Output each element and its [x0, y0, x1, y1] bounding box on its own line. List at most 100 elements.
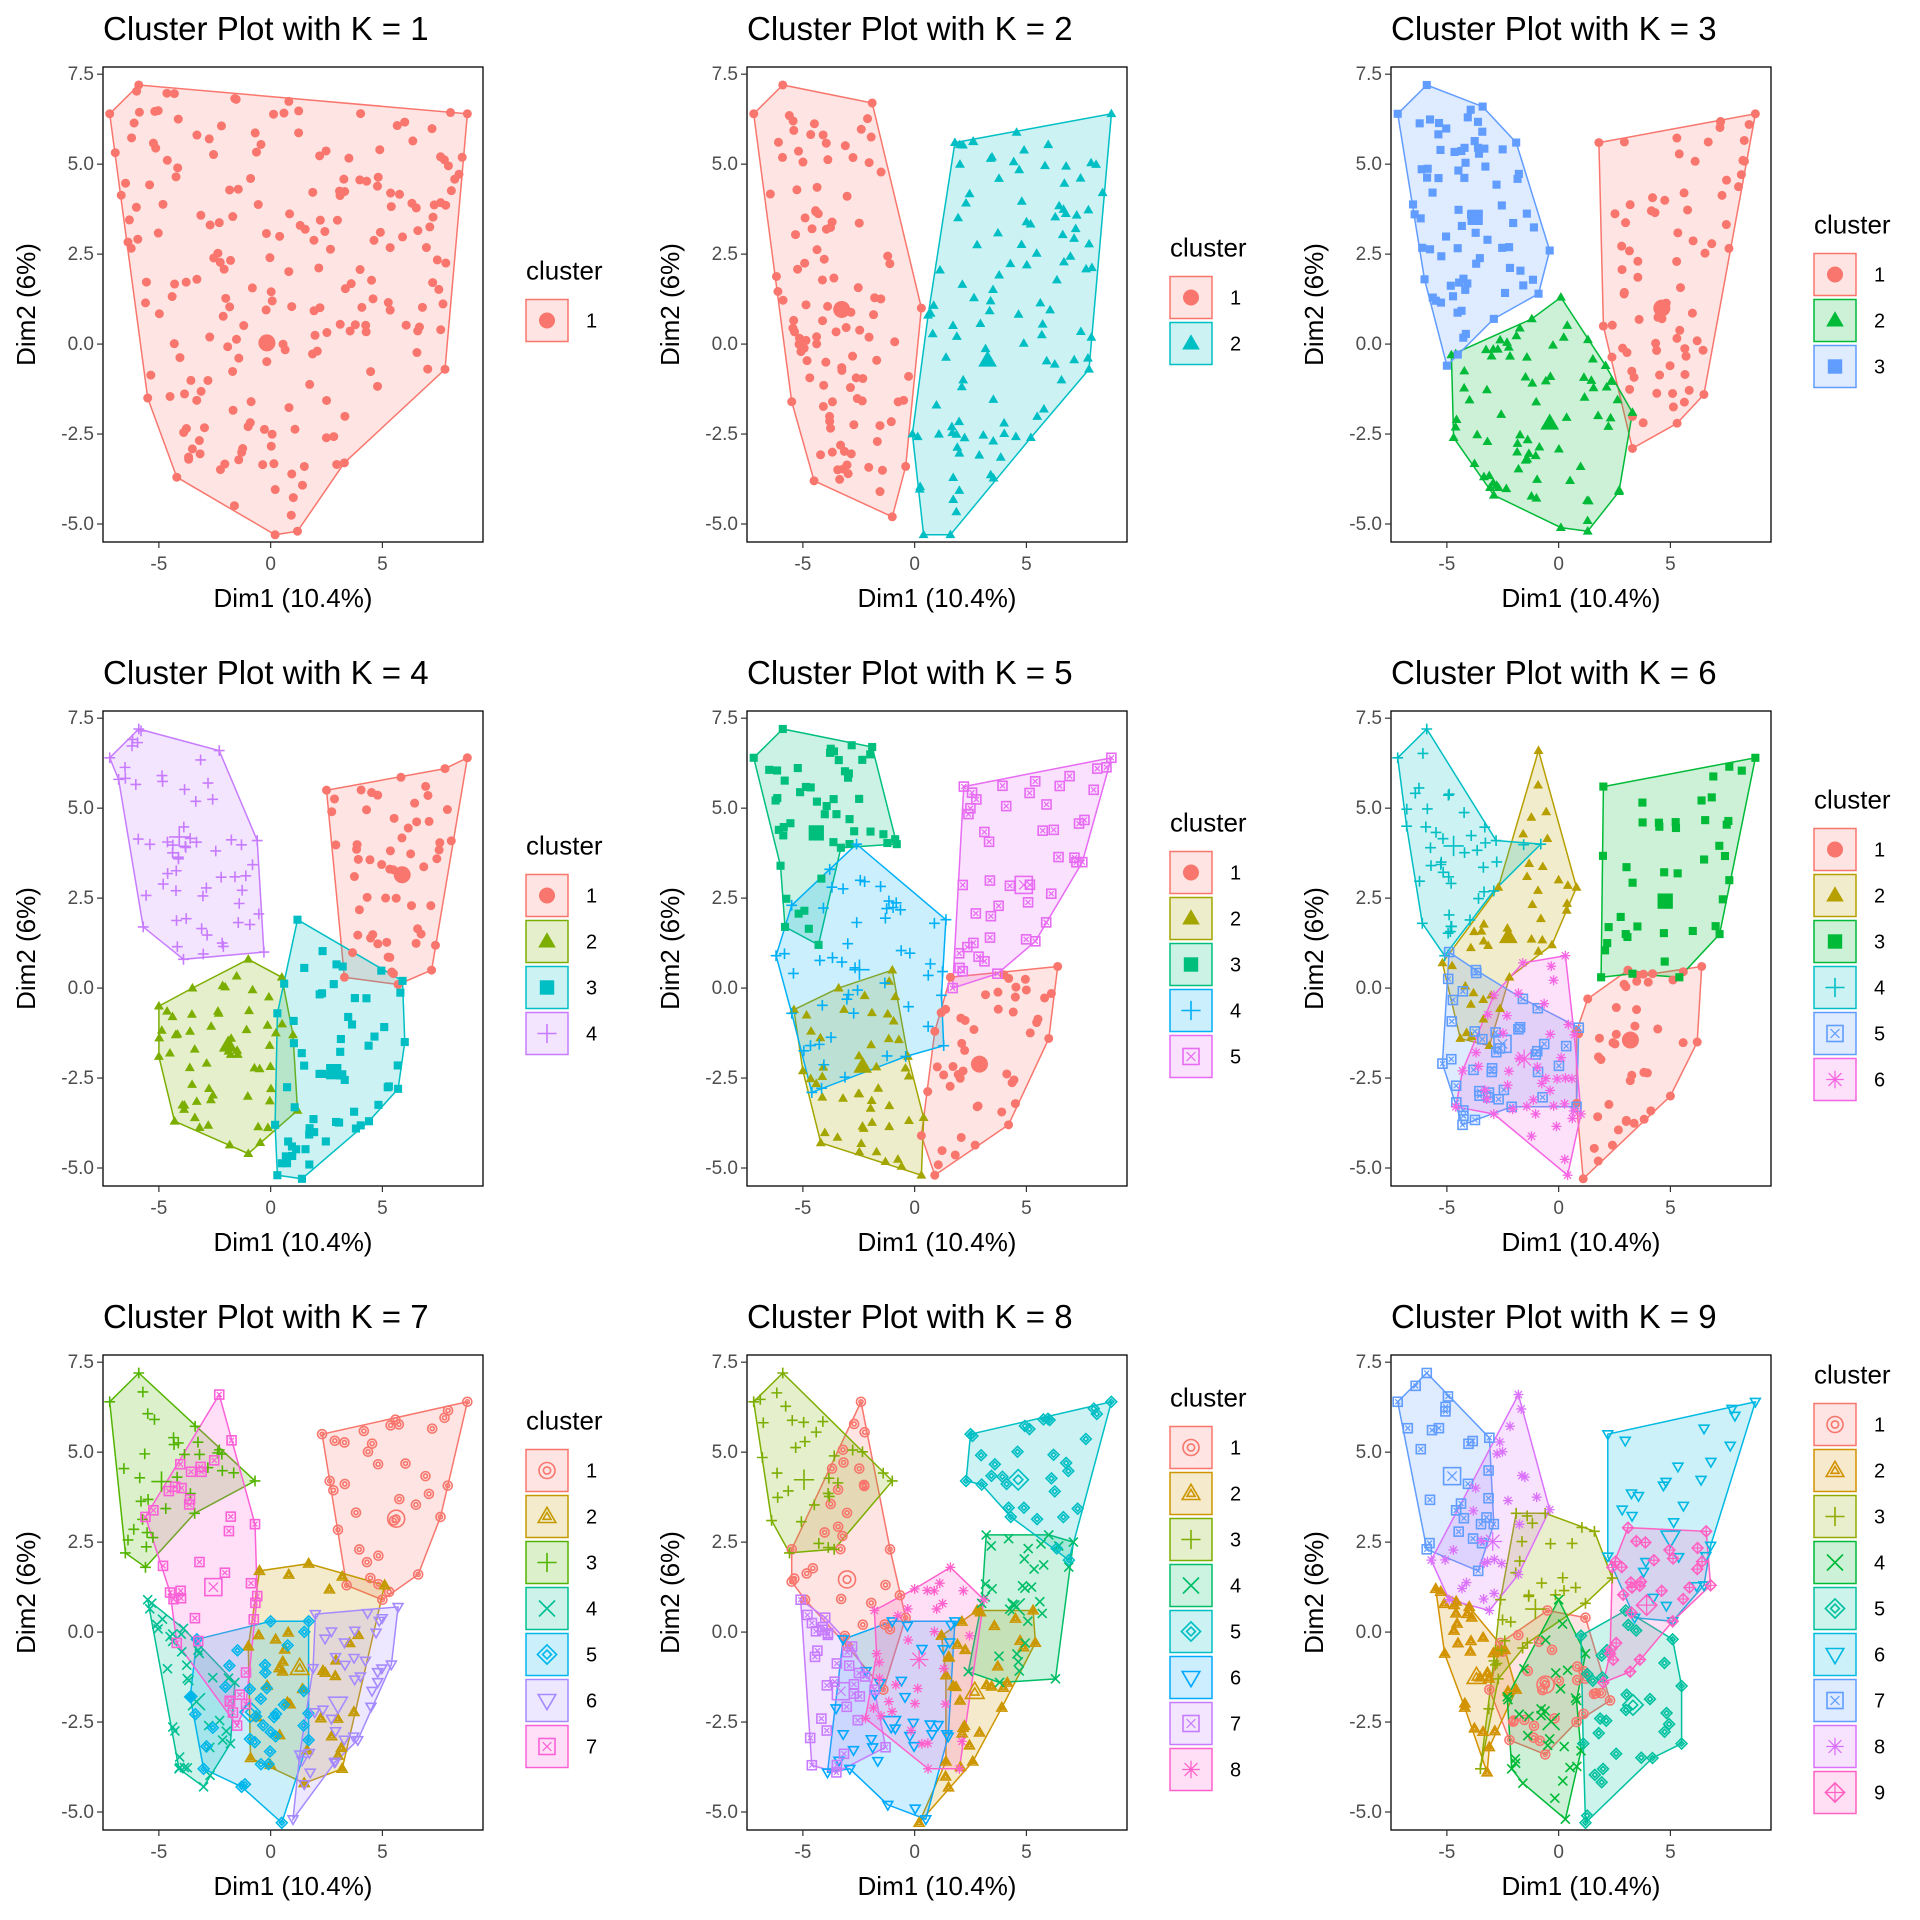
legend-item-6: 6	[1169, 1655, 1241, 1700]
data-point	[1017, 1501, 1031, 1515]
data-point	[299, 461, 309, 471]
y-tick-label: 5.0	[1356, 798, 1382, 819]
data-point	[1600, 946, 1610, 955]
data-point	[385, 1660, 398, 1672]
y-tick-label: 0.0	[68, 334, 94, 355]
cluster-points-3	[104, 1367, 261, 1573]
data-point	[207, 1672, 218, 1683]
data-point	[811, 1078, 822, 1088]
data-point	[757, 1417, 769, 1429]
data-point	[1478, 1594, 1489, 1604]
data-point	[972, 239, 983, 249]
data-point	[1657, 1481, 1670, 1493]
data-point	[929, 1626, 940, 1637]
data-point	[116, 190, 126, 200]
data-point	[992, 968, 1003, 979]
legend-label: 6	[1230, 1668, 1241, 1690]
data-point	[412, 348, 422, 358]
data-point	[801, 335, 811, 345]
data-point	[294, 106, 304, 116]
data-point	[340, 284, 350, 294]
data-point	[958, 1643, 972, 1655]
data-point	[858, 374, 868, 384]
data-point	[199, 423, 209, 433]
data-point	[1488, 1518, 1500, 1530]
data-point	[218, 1680, 232, 1694]
legend-label: 3	[586, 1553, 597, 1575]
data-point	[984, 875, 996, 886]
data-point	[1413, 782, 1425, 794]
data-point	[814, 940, 823, 949]
data-point	[1032, 1018, 1042, 1028]
data-point	[137, 1513, 148, 1525]
data-point	[1446, 921, 1458, 932]
data-point	[1453, 1526, 1464, 1537]
data-point	[1489, 1554, 1500, 1565]
data-point	[885, 259, 895, 269]
data-point	[1029, 776, 1041, 787]
data-point	[981, 1529, 992, 1540]
data-point	[292, 1145, 301, 1154]
data-point	[1059, 178, 1070, 187]
data-point	[366, 933, 376, 943]
data-point	[367, 788, 377, 798]
data-point	[1025, 432, 1036, 442]
x-tick-label: 5	[1665, 1198, 1676, 1219]
data-point	[1616, 912, 1625, 921]
data-point	[904, 947, 916, 959]
data-point	[987, 1583, 998, 1594]
data-point	[344, 153, 354, 163]
data-point	[1021, 985, 1031, 995]
data-point	[362, 1446, 374, 1458]
plot-border	[102, 66, 484, 543]
x-tick-label: -5	[150, 1198, 167, 1219]
data-point	[400, 1458, 411, 1469]
cluster-hull-1	[790, 1399, 907, 1692]
data-point	[277, 1159, 286, 1168]
data-point	[903, 1070, 914, 1080]
data-point	[876, 167, 886, 177]
cluster-plot-k2: Cluster Plot with K = 2-5.0-2.50.02.55.0…	[655, 10, 1247, 613]
data-point	[1571, 1695, 1582, 1706]
data-point	[276, 972, 287, 981]
data-point	[284, 1137, 293, 1146]
data-point	[1567, 1113, 1578, 1124]
cluster-hull-2	[247, 1562, 386, 1785]
data-point	[1010, 431, 1021, 441]
data-point	[1483, 1740, 1496, 1752]
data-point	[1509, 1682, 1523, 1694]
data-point	[1061, 1464, 1075, 1478]
data-point	[1736, 170, 1746, 180]
data-point	[916, 1738, 927, 1749]
data-point	[1514, 1709, 1525, 1720]
data-point	[244, 919, 256, 930]
data-point	[1482, 436, 1493, 446]
y-tick-label: 2.5	[1356, 1532, 1382, 1553]
cluster-points-3	[748, 1367, 898, 1559]
legend-item-5: 5	[1169, 1034, 1241, 1079]
data-point	[789, 125, 799, 135]
data-point	[853, 283, 863, 293]
data-point	[276, 1654, 290, 1666]
data-point	[1662, 1717, 1676, 1731]
data-point	[1062, 1553, 1076, 1567]
data-point	[192, 274, 202, 284]
data-point	[231, 94, 241, 104]
y-tick-label: 2.5	[68, 1532, 94, 1553]
data-point	[157, 1560, 169, 1572]
data-point	[1021, 259, 1032, 269]
data-point	[1724, 243, 1734, 253]
data-point	[371, 1677, 385, 1689]
data-point	[146, 1598, 157, 1609]
data-point	[1047, 1448, 1061, 1462]
cluster-points-8	[1426, 1389, 1555, 1616]
data-point	[170, 279, 180, 289]
data-point	[122, 1534, 134, 1546]
cluster-center-7	[1442, 1466, 1462, 1486]
data-point	[324, 1475, 336, 1487]
data-point	[912, 1683, 923, 1694]
data-point	[1491, 480, 1502, 489]
data-point	[1629, 1534, 1643, 1548]
data-point	[771, 271, 781, 281]
data-point	[1484, 1040, 1495, 1050]
